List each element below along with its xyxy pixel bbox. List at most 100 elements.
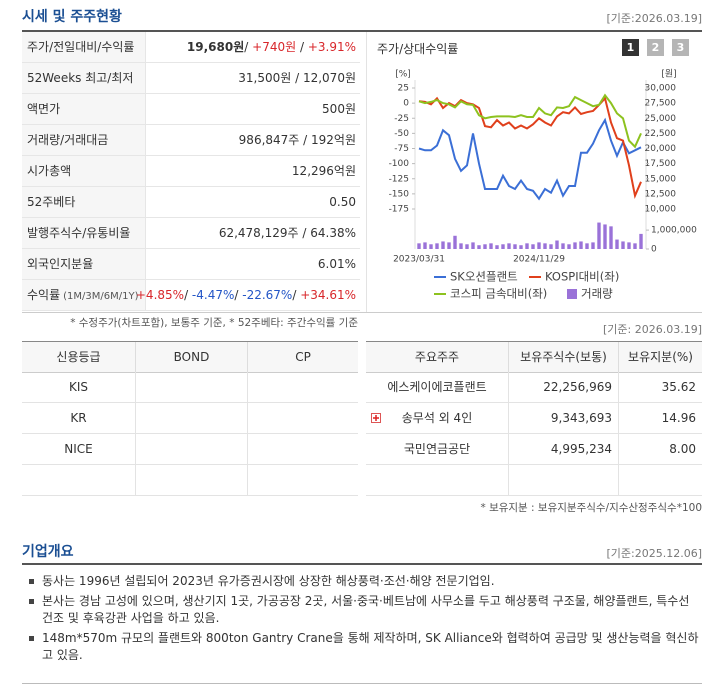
volume-bar: [633, 243, 637, 249]
chart-tab[interactable]: 1: [622, 39, 639, 56]
chart-title: 주가/상대수익률: [377, 42, 459, 56]
cell-text: 송무석 외 4인: [401, 411, 473, 425]
value-text: +740원: [252, 40, 297, 54]
chart-panel: 주가/상대수익률 [%] [원] 25 0 -25 -50 -75 -100 -125 -150 -…: [366, 32, 702, 312]
cell-text: 14.96: [661, 411, 696, 425]
cell-text: 35.62: [661, 380, 696, 394]
legend-label: 코스피 금속대비(좌): [450, 287, 547, 301]
header-cell: 보유지분(%): [618, 342, 702, 372]
table-cell: NICE: [22, 434, 135, 464]
value-text: /: [184, 288, 192, 302]
table-cell: 4,995,234: [508, 434, 618, 464]
table-cell: 22,256,969: [508, 372, 618, 402]
date-stamp: [기준:2025.12.06]: [606, 547, 702, 560]
table-cell: 송무석 외 4인: [366, 403, 508, 433]
expand-icon[interactable]: [371, 413, 381, 423]
row-label: 외국인지분율: [22, 249, 146, 279]
volume-bar: [447, 242, 451, 249]
chart-tab[interactable]: 2: [647, 39, 664, 56]
axis-label: [원]: [661, 69, 676, 80]
series-line: [418, 117, 642, 201]
table-row: KIS: [22, 372, 358, 403]
row-value: 6.01%: [318, 249, 356, 279]
volume-bar: [483, 244, 487, 249]
table-cell: 에스케이에코플랜트: [366, 372, 508, 402]
row-label: 주가/전일대비/수익률: [22, 32, 146, 62]
volume-bar: [549, 244, 553, 249]
value-text: /: [292, 288, 301, 302]
value-text: +3.91%: [307, 40, 356, 54]
table-row: 52주베타 0.50: [22, 187, 360, 218]
tick-label: 17,500: [645, 159, 677, 169]
x-tick-label: 2023/03/31: [393, 255, 445, 265]
divider: [22, 563, 702, 565]
value-text: +34.61%: [300, 288, 356, 302]
volume-bar: [525, 243, 529, 249]
table-row: 국민연금공단 4,995,234 8.00: [366, 434, 702, 465]
holder-table: 주요주주 보유주식수(보통) 보유지분(%) 에스케이에코플랜트 22,256,969 3…: [366, 341, 702, 496]
tick-label: -175: [389, 205, 409, 215]
label-text: 주가/전일대비/수익률: [27, 40, 135, 54]
table-header: 신용등급 BOND CP: [22, 342, 358, 373]
x-tick-label: 2024/11/29: [513, 255, 565, 265]
table-cell: [135, 434, 247, 464]
table-cell: 8.00: [618, 434, 702, 464]
divider: [22, 30, 702, 32]
value-text: 31,500원 / 12,070원: [238, 71, 356, 85]
table-row: 52Weeks 최고/최저 31,500원 / 12,070원: [22, 63, 360, 94]
value-text: 12,296억원: [291, 164, 356, 178]
chart-tab[interactable]: 3: [672, 39, 689, 56]
divider: [22, 683, 702, 684]
volume-bar: [555, 240, 559, 249]
header-cell: 보유주식수(보통): [508, 342, 618, 372]
cell-text: KIS: [68, 380, 89, 394]
row-value: 62,478,129주 / 64.38%: [219, 218, 356, 248]
row-label: 시가총액: [22, 156, 146, 186]
tick-label: 0: [403, 99, 409, 109]
table-cell: [618, 465, 702, 495]
tick-label: 20,000: [645, 144, 677, 154]
tick-label: -125: [389, 174, 409, 184]
label-text: 시가총액: [27, 164, 72, 178]
label-text: 액면가: [27, 102, 61, 116]
tick-label: 25,000: [645, 114, 677, 124]
value-text: 62,478,129주 / 64.38%: [218, 226, 356, 240]
value-text: 986,847주 / 192억원: [238, 133, 356, 147]
label-text: 발행주식수/유통비율: [27, 226, 131, 240]
table-cell: [247, 434, 358, 464]
tick-label: 12,500: [645, 189, 677, 199]
volume-bar: [603, 224, 607, 249]
header-cell: 신용등급: [56, 350, 101, 364]
row-value: 986,847주 / 192억원: [239, 125, 356, 155]
legend-label: SK오션플랜트: [450, 270, 518, 284]
volume-bar: [507, 243, 511, 249]
row-value: +4.85%/ -4.47%/ -22.67%/ +34.61%: [136, 280, 356, 310]
table-header: 주요주주 보유주식수(보통) 보유지분(%): [366, 342, 702, 373]
table-cell: 35.62: [618, 372, 702, 402]
volume-bar: [519, 245, 523, 249]
volume-bar: [441, 241, 445, 249]
tick-label: 25: [398, 84, 409, 94]
value-text: 0.50: [329, 195, 356, 209]
volume-bar: [495, 245, 499, 249]
volume-bar: [489, 243, 493, 249]
header-cell: BOND: [135, 342, 247, 372]
tick-label: -50: [394, 129, 409, 139]
value-text: -4.47%: [191, 288, 235, 302]
cell-text: 4,995,234: [550, 442, 612, 456]
value-text: 19,680원: [186, 40, 245, 54]
table-cell: [135, 403, 247, 433]
volume-bar: [585, 243, 589, 249]
tick-label: 10,000: [645, 205, 677, 215]
table-cell: [366, 465, 508, 495]
table-cell: [508, 465, 618, 495]
table-cell: [247, 403, 358, 433]
volume-bar: [597, 222, 601, 249]
row-value: 0.50: [329, 187, 356, 217]
table-cell: 국민연금공단: [366, 434, 508, 464]
volume-bar: [423, 242, 427, 249]
row-value: 31,500원 / 12,070원: [238, 63, 356, 93]
volume-bar: [567, 244, 571, 249]
table-cell: [247, 465, 358, 495]
